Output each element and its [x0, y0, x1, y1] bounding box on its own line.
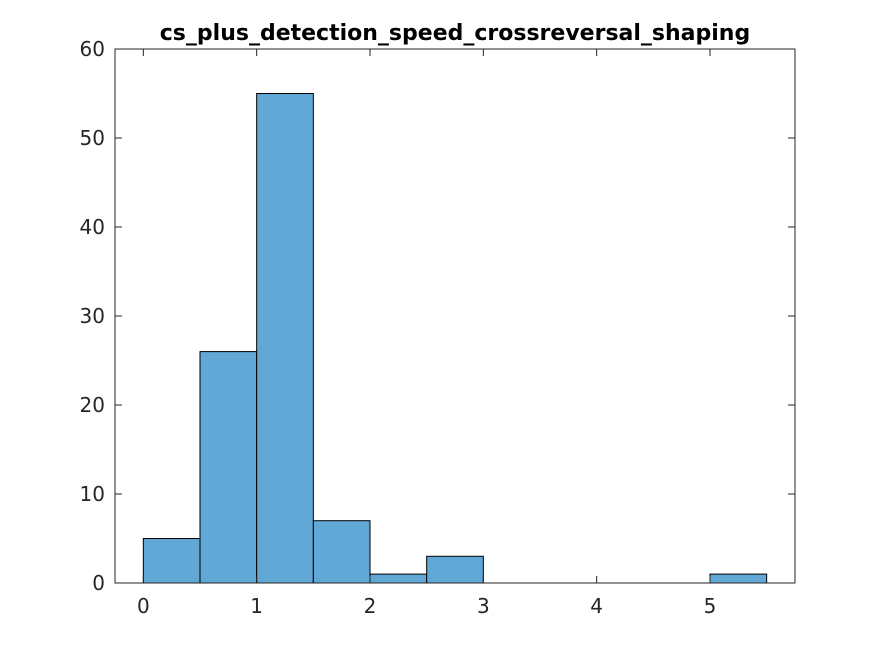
y-tick-label: 10	[80, 482, 105, 506]
histogram-bar	[312, 520, 371, 584]
x-tick-label: 0	[137, 594, 150, 618]
y-tick-label: 0	[92, 571, 105, 595]
histogram-bar	[709, 573, 768, 584]
y-tick-label: 20	[80, 393, 105, 417]
x-tick-label: 2	[364, 594, 377, 618]
bars-group	[142, 93, 768, 584]
histogram-bar	[142, 538, 201, 584]
y-tick-label: 60	[80, 37, 105, 61]
y-tick-label: 30	[80, 304, 105, 328]
y-tick-label: 40	[80, 215, 105, 239]
histogram-bar	[199, 351, 258, 584]
x-tick-label: 4	[590, 594, 603, 618]
histogram-bar	[369, 573, 428, 584]
x-tick-label: 3	[477, 594, 490, 618]
x-tick-label: 5	[704, 594, 717, 618]
histogram-bar	[256, 93, 314, 584]
y-tick-label: 50	[80, 126, 105, 150]
x-tick-label: 1	[250, 594, 263, 618]
chart-title: cs_plus_detection_speed_crossreversal_sh…	[160, 21, 750, 46]
histogram-bar	[426, 555, 484, 584]
